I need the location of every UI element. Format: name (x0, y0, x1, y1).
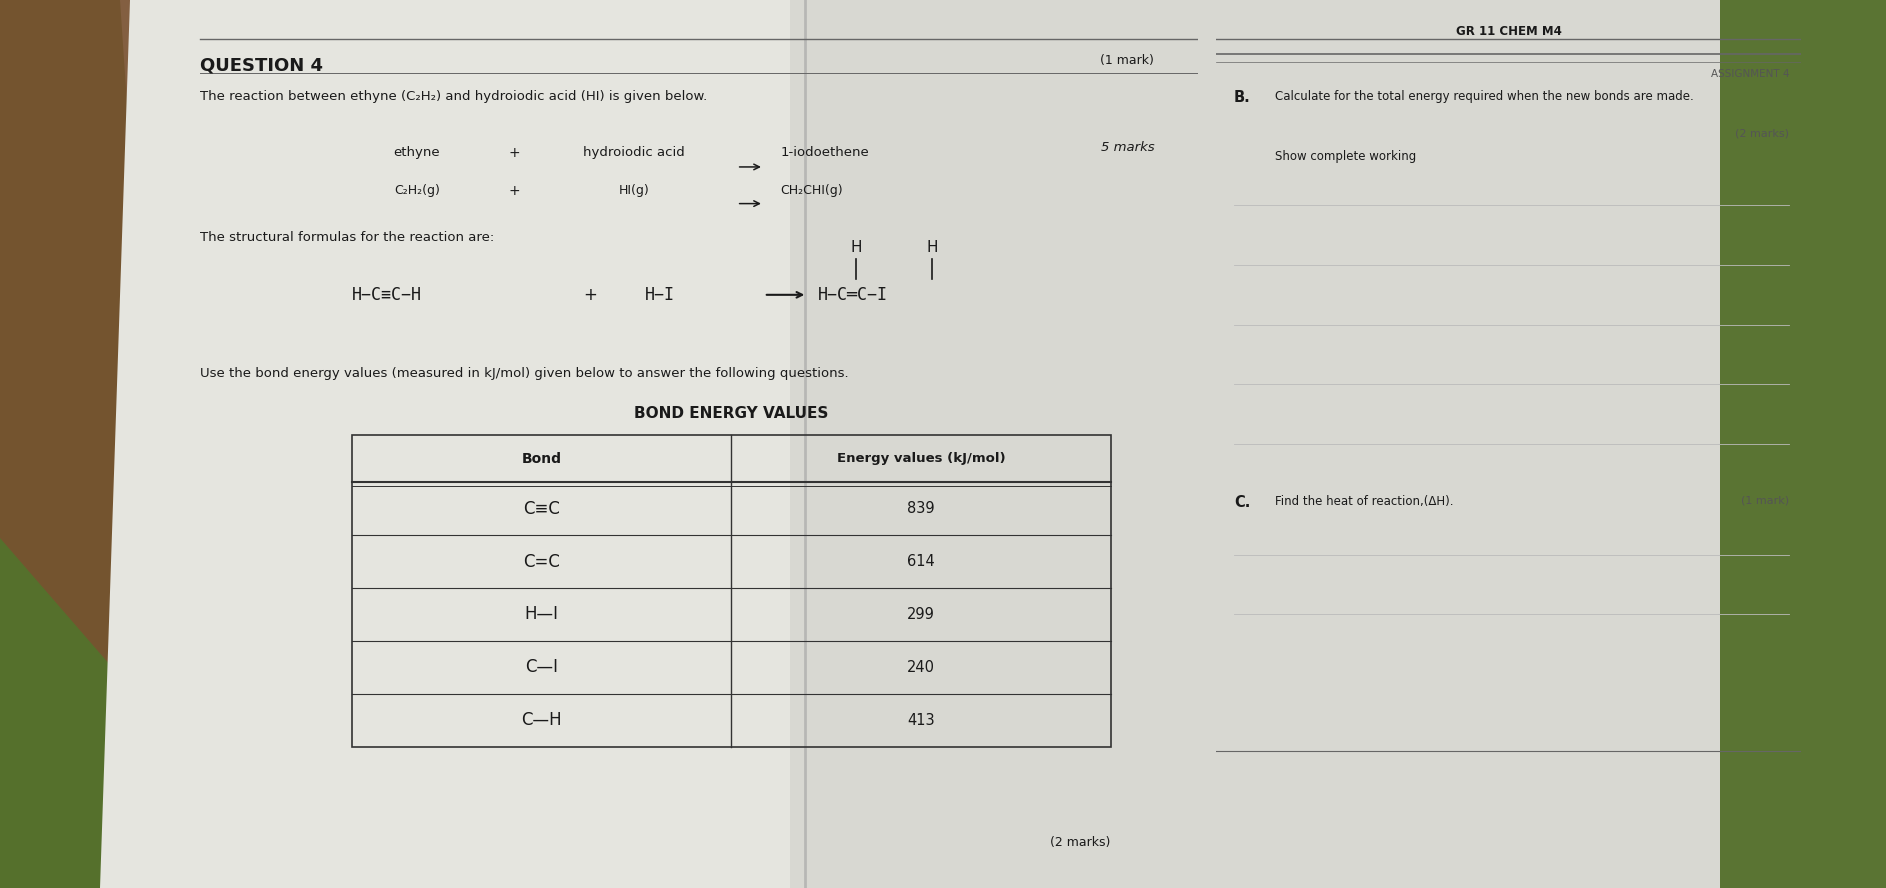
Text: GR 11 CHEM M4: GR 11 CHEM M4 (1456, 25, 1562, 37)
Text: H: H (851, 241, 862, 256)
Text: The structural formulas for the reaction are:: The structural formulas for the reaction… (200, 231, 494, 244)
Text: BOND ENERGY VALUES: BOND ENERGY VALUES (634, 406, 828, 421)
Text: 299: 299 (907, 607, 935, 622)
Text: Find the heat of reaction,(ΔH).: Find the heat of reaction,(ΔH). (1275, 496, 1454, 508)
Text: H−C═C−I: H−C═C−I (819, 286, 888, 304)
Text: C₂H₂(g): C₂H₂(g) (394, 184, 439, 197)
Text: C.: C. (1233, 496, 1250, 510)
Text: The reaction between ethyne (C₂H₂) and hydroiodic acid (HI) is given below.: The reaction between ethyne (C₂H₂) and h… (200, 91, 707, 103)
Text: (2 marks): (2 marks) (1051, 836, 1111, 849)
Text: +: + (509, 184, 521, 198)
Text: 1-iodoethene: 1-iodoethene (781, 146, 869, 159)
Text: C—I: C—I (524, 658, 558, 677)
Text: Use the bond energy values (measured in kJ/mol) given below to answer the follow: Use the bond energy values (measured in … (200, 368, 849, 380)
Text: QUESTION 4: QUESTION 4 (200, 56, 323, 74)
Text: +: + (509, 146, 521, 160)
Polygon shape (100, 0, 820, 888)
Polygon shape (0, 0, 179, 888)
Text: Calculate for the total energy required when the new bonds are made.: Calculate for the total energy required … (1275, 91, 1694, 103)
Text: H—I: H—I (524, 606, 558, 623)
Text: B.: B. (1233, 91, 1250, 105)
Text: Energy values (kJ/mol): Energy values (kJ/mol) (837, 452, 1005, 465)
Text: hydroiodic acid: hydroiodic acid (583, 146, 685, 159)
Text: H: H (926, 241, 937, 256)
Bar (353, 435, 1111, 747)
Text: 240: 240 (907, 660, 935, 675)
Text: 614: 614 (907, 554, 935, 569)
Text: 413: 413 (907, 713, 935, 727)
Text: ethyne: ethyne (394, 146, 439, 159)
Text: Show complete working: Show complete working (1275, 150, 1416, 163)
Text: 5 marks: 5 marks (1101, 141, 1154, 155)
Text: ASSIGNMENT 4: ASSIGNMENT 4 (1711, 69, 1790, 79)
Text: (2 marks): (2 marks) (1735, 129, 1790, 139)
Text: C—H: C—H (521, 711, 562, 729)
Text: C≡C: C≡C (522, 500, 560, 518)
Text: (1 mark): (1 mark) (1100, 53, 1154, 67)
Text: +: + (583, 286, 598, 304)
Text: Bond: Bond (522, 452, 562, 466)
Polygon shape (0, 0, 300, 688)
Text: C=C: C=C (522, 552, 560, 571)
Text: HI(g): HI(g) (619, 184, 649, 197)
Text: H−C≡C−H: H−C≡C−H (353, 286, 422, 304)
Text: (1 mark): (1 mark) (1741, 496, 1790, 505)
Text: H−I: H−I (645, 286, 675, 304)
Polygon shape (790, 0, 1720, 888)
Polygon shape (1699, 0, 1886, 888)
Text: 839: 839 (907, 502, 935, 516)
Text: CH₂CHI(g): CH₂CHI(g) (781, 184, 843, 197)
